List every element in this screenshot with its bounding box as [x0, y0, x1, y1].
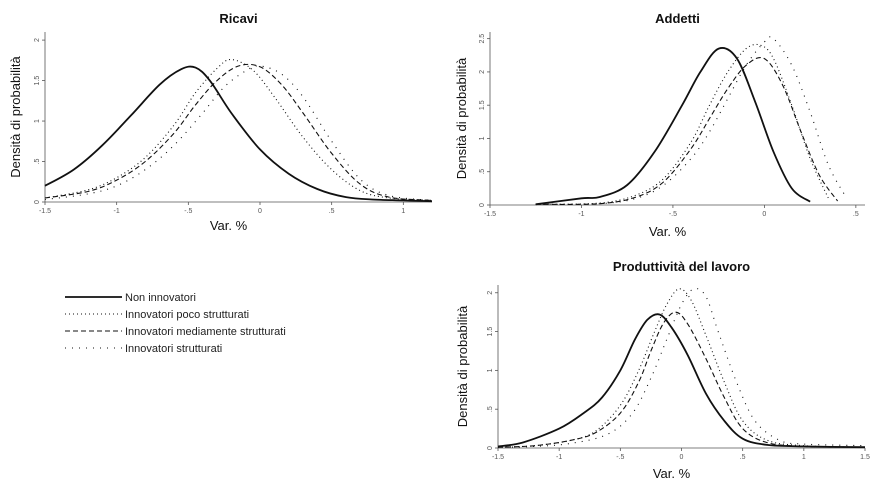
chart-panel-2: -1.5 -1 -.5 0 .5 0 .5 1 1.5 2 2.5 Addetti Var. % Dens…: [454, 11, 865, 239]
x-tick-label: -1.5: [492, 454, 504, 461]
x-tick-label: 0: [258, 208, 262, 215]
x-tick-label: -.5: [616, 454, 624, 461]
chart-title: Addetti: [655, 11, 700, 26]
y-axis-label: Densità di probabilità: [455, 305, 470, 427]
x-tick-label: 1: [802, 454, 806, 461]
y-tick-label: 2.5: [479, 34, 486, 44]
chart-title: Produttività del lavoro: [613, 259, 750, 274]
series-line-4: [497, 288, 866, 448]
y-tick-label: 1: [487, 368, 494, 372]
series-line-2: [44, 58, 433, 201]
series-line-2: [497, 288, 866, 448]
legend-label: Innovatori poco strutturati: [125, 309, 249, 321]
y-tick-label: 1: [34, 119, 41, 123]
x-tick-label: 0: [680, 454, 684, 461]
series-line-1: [497, 313, 866, 449]
legend: Non innovatori Innovatori poco strutturat…: [65, 292, 286, 355]
y-tick-label: .5: [487, 406, 494, 412]
y-tick-label: .5: [34, 159, 41, 165]
chart-title: Ricavi: [219, 11, 257, 26]
series-line-3: [535, 57, 839, 205]
series-line-4: [44, 65, 433, 201]
x-tick-label: -1.5: [39, 208, 51, 215]
series-line-2: [535, 43, 829, 205]
y-tick-label: 0: [34, 200, 41, 204]
x-axis-label: Var. %: [210, 218, 248, 233]
legend-label: Innovatori strutturati: [125, 343, 222, 355]
y-axis-label: Densità di probabilità: [8, 56, 23, 178]
series-line-1: [535, 47, 811, 206]
x-tick-label: .5: [329, 208, 335, 215]
legend-label: Innovatori mediamente strutturati: [125, 326, 286, 338]
y-tick-label: 1.5: [479, 100, 486, 110]
y-tick-label: 2: [479, 70, 486, 74]
series-line-3: [497, 311, 866, 448]
x-tick-label: 1.5: [860, 454, 870, 461]
x-axis-label: Var. %: [653, 466, 691, 481]
x-tick-label: -1: [114, 208, 120, 215]
y-tick-label: 2: [34, 38, 41, 42]
chart-panel-3: -1.5 -1 -.5 0 .5 1 1.5 0 .5 1 1.5 2 Produttività del…: [455, 259, 870, 481]
y-axis-label: Densità di probabilità: [454, 57, 469, 179]
y-tick-label: 1.5: [34, 76, 41, 86]
y-tick-label: 1.5: [487, 327, 494, 337]
x-tick-label: -.5: [669, 211, 677, 218]
x-tick-label: -1.5: [484, 211, 496, 218]
x-tick-label: -.5: [184, 208, 192, 215]
x-tick-label: .5: [740, 454, 746, 461]
y-tick-label: 2: [487, 291, 494, 295]
series-line-4: [535, 36, 848, 205]
series-line-1: [44, 65, 433, 203]
legend-label: Non innovatori: [125, 292, 196, 304]
y-tick-label: .5: [479, 169, 486, 175]
x-axis-label: Var. %: [649, 224, 687, 239]
y-tick-label: 0: [487, 446, 494, 450]
x-tick-label: .5: [853, 211, 859, 218]
y-tick-label: 0: [479, 203, 486, 207]
x-tick-label: 1: [401, 208, 405, 215]
x-tick-label: 0: [762, 211, 766, 218]
x-tick-label: -1: [578, 211, 584, 218]
chart-panel-1: -1.5 -1 -.5 0 .5 1 0 .5 1 1.5 2 Ricavi Var. % Densità…: [8, 11, 433, 233]
series-line-3: [44, 63, 433, 201]
y-tick-label: 1: [479, 136, 486, 140]
x-tick-label: -1: [556, 454, 562, 461]
